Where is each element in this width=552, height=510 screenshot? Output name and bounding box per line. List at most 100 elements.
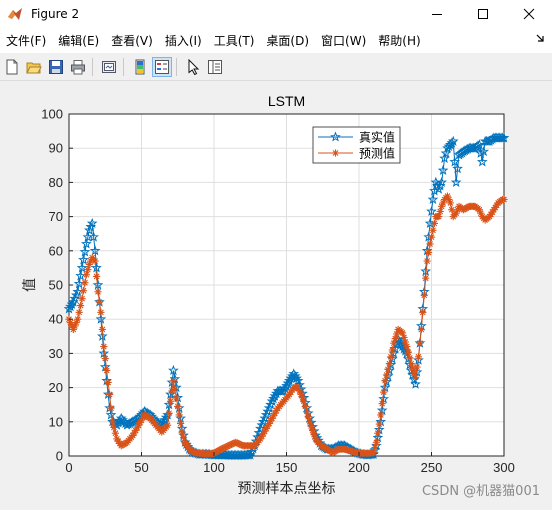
print-button[interactable] <box>68 57 88 77</box>
new-figure-button[interactable] <box>2 57 22 77</box>
y-axis-label: 值 <box>21 278 37 292</box>
data-point <box>83 224 95 235</box>
data-point <box>381 377 389 385</box>
series-predicted <box>65 192 508 458</box>
data-point <box>77 301 85 310</box>
data-point <box>434 180 446 191</box>
data-point <box>107 404 115 412</box>
data-point <box>377 411 385 419</box>
save-icon <box>49 59 63 74</box>
data-point <box>133 424 141 432</box>
data-point <box>172 394 180 402</box>
minimize-button[interactable] <box>414 0 460 27</box>
data-point <box>374 429 382 437</box>
data-point <box>91 262 102 273</box>
data-point <box>108 418 117 426</box>
property-inspector-icon <box>208 59 222 74</box>
data-point <box>100 342 108 351</box>
data-point <box>81 279 89 287</box>
window-titlebar: Figure 2 <box>0 0 552 27</box>
data-point <box>74 315 82 323</box>
menu-desktop[interactable]: 桌面(D) <box>266 33 310 48</box>
edit-plot-button[interactable] <box>183 57 203 77</box>
data-point <box>406 354 414 362</box>
data-point <box>376 404 388 415</box>
data-point <box>439 152 450 164</box>
data-point <box>474 139 485 150</box>
data-point <box>81 238 92 249</box>
data-point <box>288 368 300 379</box>
property-inspector-button[interactable] <box>205 57 225 77</box>
legend-entry[interactable]: 真实值 <box>318 130 395 145</box>
menu-window[interactable]: 窗口(W) <box>321 33 367 48</box>
close-icon <box>523 8 535 19</box>
data-point <box>79 287 88 295</box>
y-tick-label: 90 <box>49 141 63 156</box>
maximize-icon <box>478 8 488 19</box>
data-point <box>292 375 304 386</box>
data-point <box>387 353 395 361</box>
data-point <box>165 409 173 417</box>
close-button[interactable] <box>506 0 552 27</box>
x-tick-label: 100 <box>203 460 225 475</box>
y-tick-label: 40 <box>49 312 63 327</box>
data-point <box>84 266 92 274</box>
data-point <box>452 163 463 174</box>
legend-button[interactable] <box>152 56 172 77</box>
data-point <box>88 231 99 242</box>
data-point <box>265 399 276 410</box>
data-point <box>70 289 82 300</box>
data-point <box>171 385 179 393</box>
data-point <box>372 438 380 446</box>
menu-insert[interactable]: 插入(I) <box>164 33 202 48</box>
y-tick-label: 100 <box>41 107 63 122</box>
data-point <box>378 399 386 408</box>
data-point <box>106 390 114 399</box>
legend-entry[interactable]: 预测值 <box>318 146 395 161</box>
new-file-icon <box>6 59 18 74</box>
data-point <box>385 360 394 368</box>
data-point <box>382 371 391 379</box>
data-point <box>416 339 424 347</box>
matlab-logo-icon <box>8 7 22 20</box>
menu-view[interactable]: 查看(V) <box>111 33 153 48</box>
y-tick-label: 10 <box>49 414 63 429</box>
data-point <box>301 402 309 411</box>
colorbar-button[interactable] <box>130 57 150 77</box>
y-tick-label: 80 <box>49 175 63 190</box>
data-point <box>411 373 420 381</box>
menu-tools[interactable]: 工具(T) <box>213 33 255 48</box>
menu-edit[interactable]: 编辑(E) <box>58 33 100 48</box>
figure-canvas: 0 50 100 150 200 250 300 0 10 20 30 40 50 60 70 80 90 100… <box>0 81 552 507</box>
data-point <box>259 412 271 423</box>
data-point <box>414 353 423 361</box>
data-point <box>419 308 427 316</box>
data-point <box>413 363 421 371</box>
data-point <box>476 156 488 167</box>
data-point <box>166 397 175 405</box>
link-plot-button[interactable] <box>99 57 119 77</box>
save-button[interactable] <box>46 57 66 77</box>
data-point <box>91 257 99 265</box>
maximize-button[interactable] <box>460 0 506 27</box>
data-point <box>291 372 302 384</box>
data-point <box>97 330 108 341</box>
menu-bar: 文件(F) 编辑(E) 查看(V) 插入(I) 工具(T) 桌面(D) 窗口(W… <box>0 27 552 53</box>
menu-file[interactable]: 文件(F) <box>6 33 47 48</box>
data-point <box>175 411 183 419</box>
window-title: Figure 2 <box>31 6 80 21</box>
dock-arrow-icon[interactable] <box>534 32 546 44</box>
data-point <box>449 156 461 167</box>
data-point <box>447 135 459 146</box>
y-tick-label: 70 <box>49 209 63 224</box>
open-file-button[interactable] <box>24 57 44 77</box>
data-point <box>95 313 107 324</box>
data-point <box>303 407 311 416</box>
y-tick-label: 30 <box>49 346 63 361</box>
data-point <box>164 421 172 429</box>
data-point <box>68 296 79 307</box>
menu-help[interactable]: 帮助(H) <box>378 33 421 48</box>
data-point <box>436 207 444 216</box>
data-point <box>403 342 411 351</box>
